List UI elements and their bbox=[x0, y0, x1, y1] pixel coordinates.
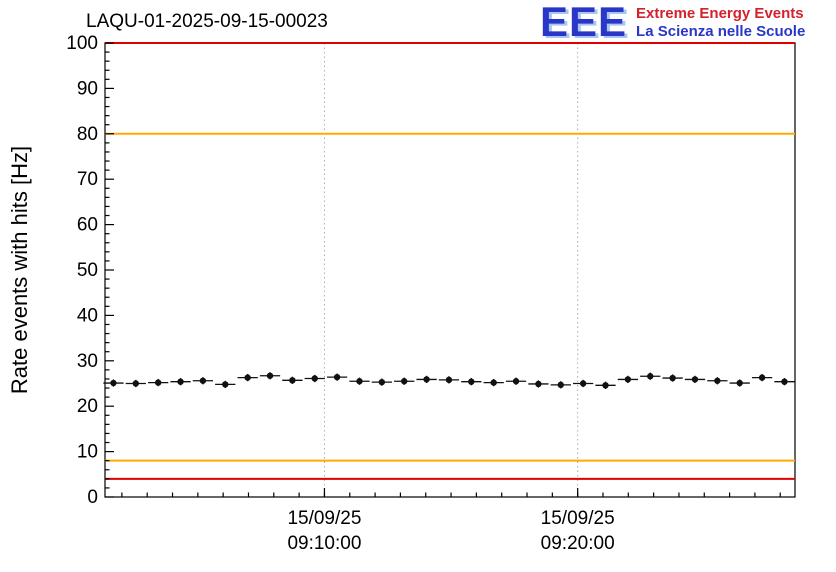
svg-text:15/09/25: 15/09/25 bbox=[287, 508, 361, 529]
eee-logo-line1: Extreme Energy Events bbox=[636, 5, 804, 22]
eee-logo-acronym: EEE bbox=[540, 0, 628, 45]
svg-text:20: 20 bbox=[77, 396, 98, 417]
svg-text:60: 60 bbox=[77, 215, 98, 236]
svg-text:10: 10 bbox=[77, 442, 98, 463]
svg-text:0: 0 bbox=[87, 487, 98, 508]
eee-logo: EEE Extreme Energy Events La Scienza nel… bbox=[540, 0, 805, 45]
svg-text:40: 40 bbox=[77, 305, 98, 326]
svg-text:Rate events with hits [Hz]: Rate events with hits [Hz] bbox=[7, 146, 32, 394]
svg-text:09:10:00: 09:10:00 bbox=[287, 533, 361, 554]
svg-text:100: 100 bbox=[66, 33, 98, 54]
svg-text:70: 70 bbox=[77, 169, 98, 190]
svg-text:50: 50 bbox=[77, 260, 98, 281]
svg-text:30: 30 bbox=[77, 351, 98, 372]
svg-text:09:20:00: 09:20:00 bbox=[541, 533, 615, 554]
svg-text:15/09/25: 15/09/25 bbox=[541, 508, 615, 529]
eee-logo-text: Extreme Energy Events La Scienza nelle S… bbox=[636, 2, 805, 41]
plot-title: LAQU-01-2025-09-15-00023 bbox=[86, 11, 328, 32]
svg-text:90: 90 bbox=[77, 78, 98, 99]
eee-logo-line2: La Scienza nelle Scuole bbox=[636, 23, 806, 40]
svg-text:80: 80 bbox=[77, 124, 98, 145]
